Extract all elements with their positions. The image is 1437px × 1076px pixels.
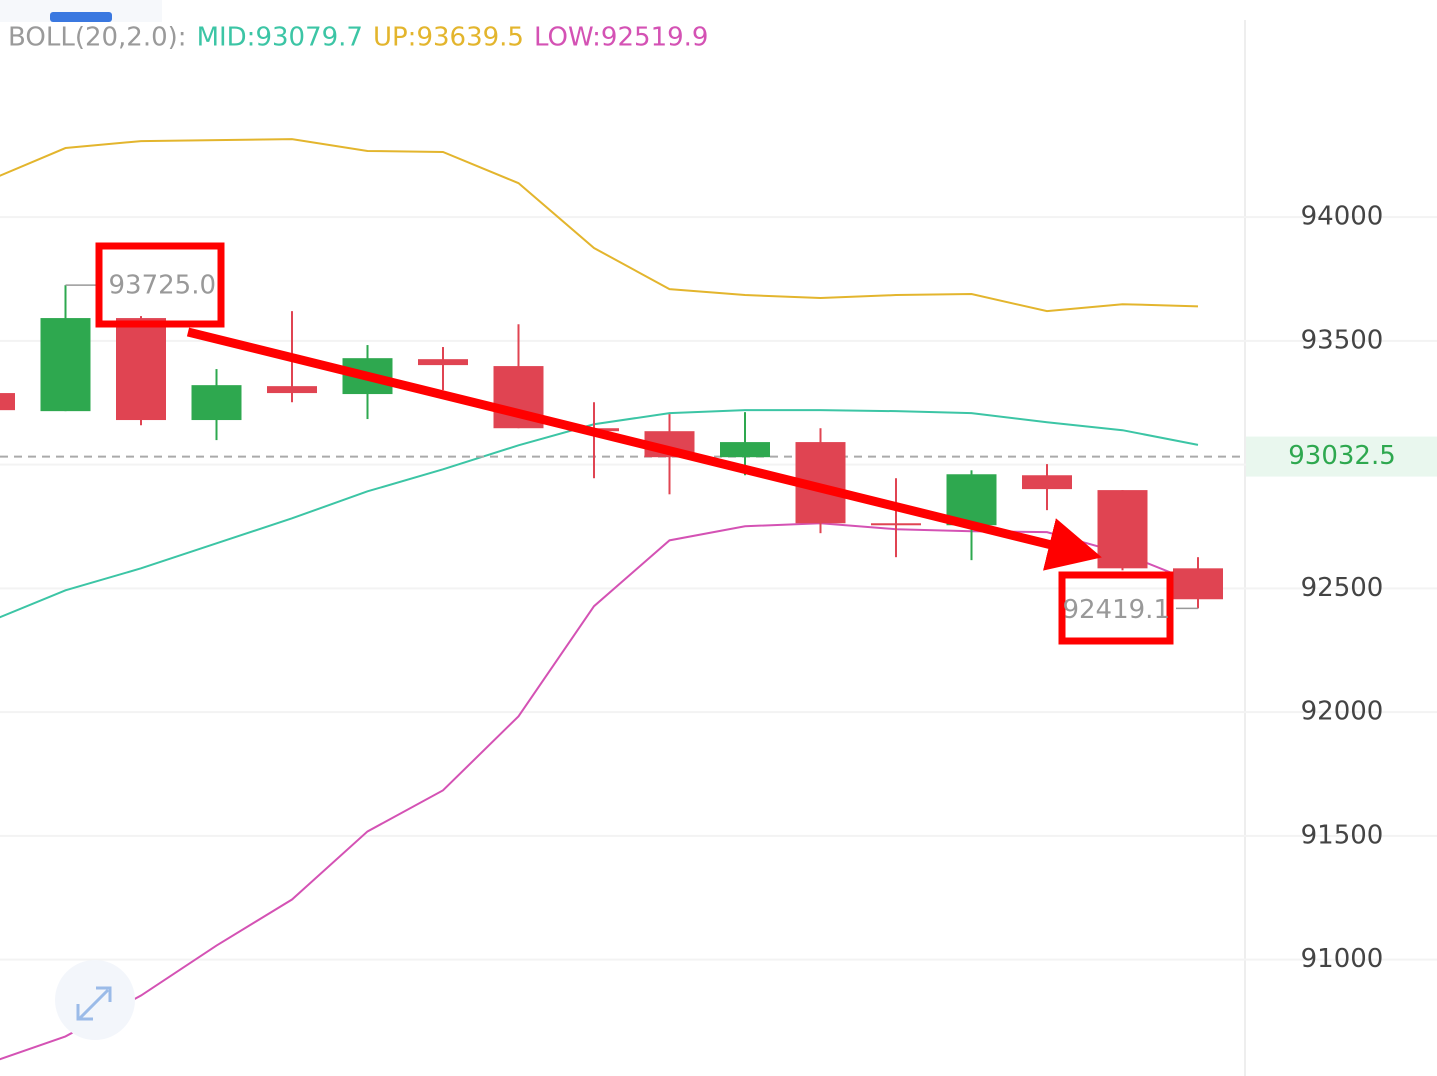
y-tick-label: 94000 [1301,202,1384,232]
candle-body [116,318,166,421]
fullscreen-button[interactable] [55,960,135,1040]
candle-body [0,393,15,411]
y-tick-label: 92000 [1301,697,1384,727]
candle-body [1173,568,1223,600]
candle-body [871,523,921,526]
candle-body [720,442,770,458]
indicator-label: MID:93079.7 [197,23,363,53]
y-axis: 9100091500920009250093000935009400093032… [1246,202,1437,974]
annotations: 93725.0 92419.1 [65,242,1198,645]
highlight-box [95,242,225,328]
candle-body [1097,490,1148,569]
trend-arrow [186,327,1102,571]
indicator-label: UP:93639.5 [373,23,524,53]
highlight-box [1058,571,1174,645]
y-tick-label: 91500 [1301,820,1384,850]
candle-body [1022,475,1072,490]
last-price-label: 93032.5 [1288,441,1396,471]
bollinger-band [0,138,1199,313]
tab-indicator[interactable] [50,12,112,22]
max-label: 93725.0 [109,271,217,301]
y-tick-label: 91000 [1301,944,1384,974]
header: BOLL(20,2.0): MID:93079.7 UP:93639.5 LOW:92… [8,23,708,53]
candle-body [40,318,91,412]
candle-body [267,386,317,394]
candle-body [191,385,242,421]
min-label: 92419.1 [1062,595,1170,625]
indicator-label: BOLL(20,2.0): [8,23,187,53]
last-price-tag [1246,436,1437,477]
indicator-label: LOW:92519.9 [534,23,708,53]
y-tick-label: 92500 [1301,573,1384,603]
y-tick-label: 93500 [1301,325,1384,355]
candle-body [418,359,468,366]
tab-strip [0,0,162,22]
